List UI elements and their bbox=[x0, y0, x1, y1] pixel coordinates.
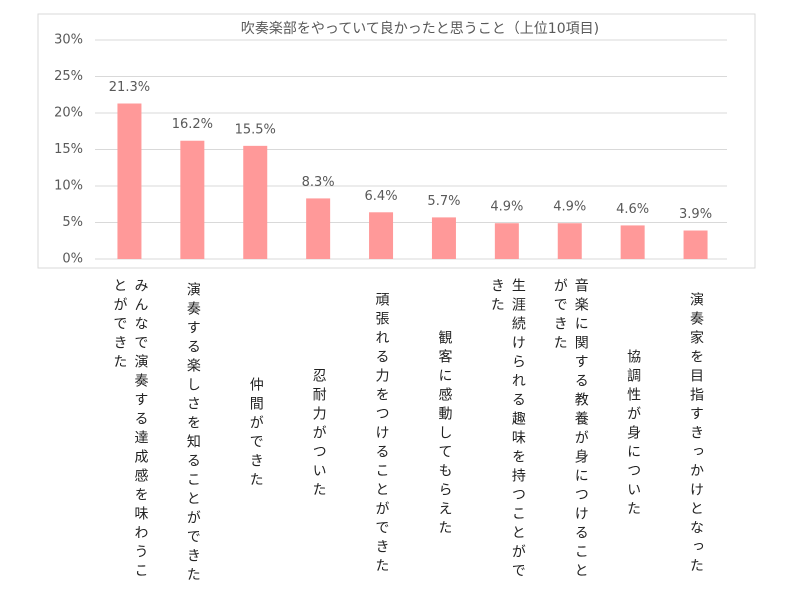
value-label: 4.9% bbox=[490, 200, 523, 215]
x-tick-label: 演奏家を目指すきっかけとなった bbox=[688, 291, 705, 577]
y-tick-label: 5% bbox=[62, 215, 83, 230]
x-tick-label: 頑張れる力をつけることができた bbox=[373, 291, 390, 577]
y-tick-label: 15% bbox=[54, 142, 83, 157]
x-tick-label-box: 演奏する楽しさを知ることができた bbox=[167, 278, 217, 590]
x-tick-label: 音楽に関する教養が身につけることができた bbox=[551, 278, 589, 582]
x-tick-label: 忍耐力がついた bbox=[310, 367, 327, 501]
x-tick-label-box: 頑張れる力をつけることができた bbox=[356, 278, 406, 590]
y-tick-label: 30% bbox=[54, 33, 83, 48]
bar bbox=[369, 212, 394, 259]
y-tick-label: 10% bbox=[54, 179, 83, 194]
x-tick-label-box: 演奏家を目指すきっかけとなった bbox=[671, 278, 721, 590]
y-tick-label: 20% bbox=[54, 106, 83, 121]
x-tick-label-box: 音楽に関する教養が身につけることができた bbox=[545, 278, 595, 590]
value-label: 8.3% bbox=[302, 175, 335, 190]
y-tick-label: 25% bbox=[54, 69, 83, 84]
x-tick-label: 協調性が身についた bbox=[625, 348, 642, 520]
x-tick-label-box: 忍耐力がついた bbox=[293, 278, 343, 590]
y-tick-label: 0% bbox=[62, 252, 83, 267]
x-tick-label-box: 協調性が身についた bbox=[608, 278, 658, 590]
bar bbox=[620, 225, 645, 259]
x-tick-label: 観客に感動してもらえた bbox=[436, 329, 453, 539]
value-label: 3.9% bbox=[679, 207, 712, 222]
bar bbox=[431, 217, 456, 259]
bar bbox=[494, 223, 519, 259]
value-label: 21.3% bbox=[109, 80, 150, 95]
bar bbox=[683, 230, 708, 259]
x-tick-label-box: 生涯続けられる趣味を持つことができた bbox=[482, 278, 532, 590]
value-label: 5.7% bbox=[427, 194, 460, 209]
chart-title: 吹奏楽部をやっていて良かったと思うこと（上位10項目) bbox=[241, 21, 599, 37]
x-tick-label: 仲間ができた bbox=[247, 377, 264, 491]
x-tick-label: 生涯続けられる趣味を持つことができた bbox=[488, 278, 526, 582]
x-tick-label-box: 観客に感動してもらえた bbox=[419, 278, 469, 590]
chart-frame bbox=[37, 13, 756, 269]
x-tick-label: みんなで演奏する達成感を味わうことができた bbox=[111, 278, 149, 582]
value-label: 6.4% bbox=[365, 189, 398, 204]
x-tick-label-box: みんなで演奏する達成感を味わうことができた bbox=[104, 278, 154, 590]
x-tick-label: 演奏する楽しさを知ることができた bbox=[184, 282, 201, 586]
bar bbox=[306, 198, 331, 259]
value-label: 15.5% bbox=[235, 122, 276, 137]
bar bbox=[243, 145, 268, 259]
x-tick-label-box: 仲間ができた bbox=[230, 278, 280, 590]
bar bbox=[557, 223, 582, 259]
value-label: 4.9% bbox=[553, 200, 586, 215]
value-label: 4.6% bbox=[616, 202, 649, 217]
bar bbox=[180, 140, 205, 259]
value-label: 16.2% bbox=[172, 117, 213, 132]
bar bbox=[117, 103, 142, 259]
